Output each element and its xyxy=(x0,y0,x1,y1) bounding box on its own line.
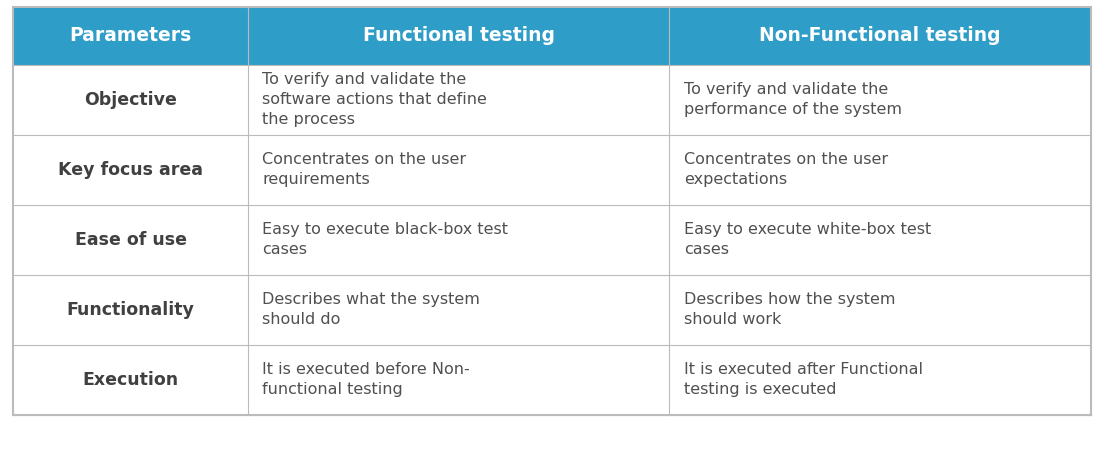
Text: Easy to execute white-box test
cases: Easy to execute white-box test cases xyxy=(683,222,931,257)
Bar xyxy=(13,275,248,345)
Bar xyxy=(669,134,1091,205)
Text: To verify and validate the
performance of the system: To verify and validate the performance o… xyxy=(683,82,902,117)
Text: Ease of use: Ease of use xyxy=(75,231,187,248)
Bar xyxy=(13,345,248,415)
Text: Parameters: Parameters xyxy=(70,26,192,45)
Text: To verify and validate the
software actions that define
the process: To verify and validate the software acti… xyxy=(263,71,487,127)
Text: Execution: Execution xyxy=(83,371,179,389)
Text: Objective: Objective xyxy=(84,91,177,108)
Bar xyxy=(13,134,248,205)
Bar xyxy=(669,64,1091,134)
Text: Key focus area: Key focus area xyxy=(59,161,203,178)
Text: Describes what the system
should do: Describes what the system should do xyxy=(263,292,480,327)
Bar xyxy=(13,7,248,64)
Bar xyxy=(669,345,1091,415)
Bar xyxy=(248,205,669,275)
Bar xyxy=(248,134,669,205)
Text: It is executed after Functional
testing is executed: It is executed after Functional testing … xyxy=(683,362,923,397)
Bar xyxy=(13,205,248,275)
Text: Easy to execute black-box test
cases: Easy to execute black-box test cases xyxy=(263,222,509,257)
Bar xyxy=(248,64,669,134)
Bar xyxy=(669,275,1091,345)
Text: Non-Functional testing: Non-Functional testing xyxy=(760,26,1001,45)
Bar xyxy=(248,7,669,64)
Bar xyxy=(248,275,669,345)
Text: Functionality: Functionality xyxy=(66,301,194,318)
Bar xyxy=(669,7,1091,64)
Text: Concentrates on the user
expectations: Concentrates on the user expectations xyxy=(683,152,888,187)
Bar xyxy=(669,205,1091,275)
Text: Functional testing: Functional testing xyxy=(363,26,555,45)
Text: Concentrates on the user
requirements: Concentrates on the user requirements xyxy=(263,152,467,187)
Text: Describes how the system
should work: Describes how the system should work xyxy=(683,292,895,327)
Bar xyxy=(13,64,248,134)
Bar xyxy=(248,345,669,415)
Text: It is executed before Non-
functional testing: It is executed before Non- functional te… xyxy=(263,362,470,397)
